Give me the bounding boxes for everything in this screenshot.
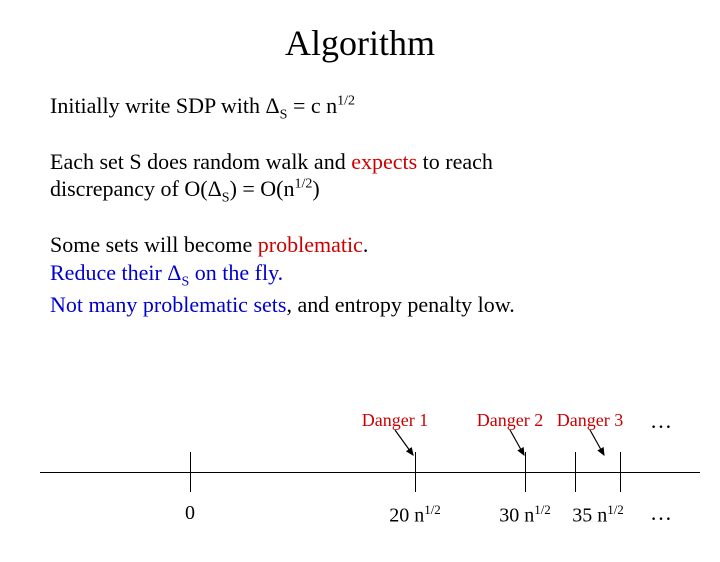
para-2: Each set S does random walk and expects …	[50, 148, 680, 207]
arrow-line	[395, 430, 413, 455]
number-line-diagram: 020 n1/230 n1/235 n1/2Danger 1Danger 2Da…	[0, 402, 720, 562]
page-title: Algorithm	[0, 22, 720, 64]
delta: Δ	[266, 93, 280, 118]
text: on the fly.	[189, 260, 283, 285]
text: Initially write SDP with	[50, 93, 266, 118]
text-blue: Reduce their ΔS on the fly.	[50, 260, 283, 285]
text: Some sets will become	[50, 232, 258, 257]
text: to reach	[417, 149, 493, 174]
subscript: S	[222, 191, 230, 206]
text: discrepancy of O(	[50, 176, 208, 201]
text: )	[312, 176, 319, 201]
text-highlight: expects	[351, 149, 417, 174]
text-blue: Not many problematic sets	[50, 292, 286, 317]
arrows-svg	[0, 402, 720, 562]
para-3: Some sets will become problematic. Reduc…	[50, 231, 680, 318]
delta: Δ	[167, 260, 181, 285]
text: ) = O(n	[230, 176, 295, 201]
text: Reduce their	[50, 260, 167, 285]
delta: Δ	[208, 176, 222, 201]
text: , and entropy penalty low.	[286, 292, 514, 317]
arrow-line	[590, 430, 604, 455]
para-1: Initially write SDP with ΔS = c n1/2	[50, 92, 680, 124]
text-highlight: problematic	[258, 232, 363, 257]
text: = c n	[287, 93, 337, 118]
content-area: Initially write SDP with ΔS = c n1/2 Eac…	[0, 92, 720, 318]
superscript: 1/2	[337, 94, 355, 109]
text: .	[363, 232, 369, 257]
text: Each set S does random walk and	[50, 149, 351, 174]
arrow-line	[510, 430, 524, 455]
superscript: 1/2	[295, 177, 313, 192]
